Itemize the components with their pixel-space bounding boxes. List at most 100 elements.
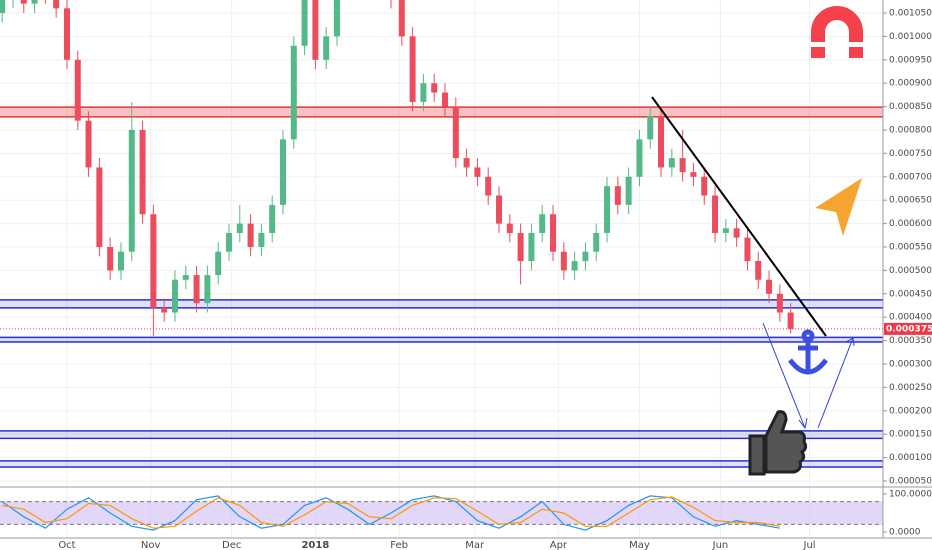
zones (0, 106, 883, 468)
candle-body (550, 214, 557, 252)
candle-body (571, 261, 578, 271)
candle-body (496, 195, 503, 224)
x-tick-label: Jul (803, 540, 816, 550)
y-tick-label: 0.00030000 (889, 359, 932, 369)
candle-body (107, 247, 114, 271)
candle-body (85, 120, 92, 168)
y-tick-label: 0.00040000 (889, 313, 932, 323)
last-price-label: 0.00037504 (886, 324, 932, 334)
candle-body (150, 214, 157, 308)
y-tick-label: 0.00025000 (889, 383, 932, 393)
candle-body (53, 0, 60, 9)
candle-body (117, 251, 124, 271)
candle-body (312, 0, 319, 60)
y-tick-label: 100.0000 (889, 490, 932, 500)
candle-body (236, 223, 243, 233)
candle-body (560, 251, 567, 271)
candle-body (766, 279, 773, 294)
candle-body (593, 232, 600, 252)
magnet-logo (810, 6, 864, 58)
y-tick-label: 0.00075000 (889, 149, 932, 159)
candle-body (733, 228, 740, 238)
candle-body (0, 0, 6, 14)
trend-line (651, 96, 827, 337)
candle-body (614, 186, 621, 205)
zone (0, 430, 883, 439)
x-tick-label: Oct (58, 540, 75, 550)
cursor-icon (815, 178, 862, 236)
thumbs-up-icon (748, 410, 808, 476)
candle-body (474, 167, 481, 177)
x-tick-label: 2018 (301, 540, 329, 550)
candle-body (701, 176, 708, 196)
axes: 0.00105000 0.00100000 0.00095000 0.00090000… (58, 9, 932, 550)
candle-body (301, 0, 308, 46)
y-tick-label: 0.00085000 (889, 102, 932, 112)
candle-body (452, 106, 459, 159)
y-tick-label: 0.00090000 (889, 79, 932, 89)
candle-body (539, 214, 546, 233)
x-tick-label: Feb (390, 540, 408, 550)
candle-body (247, 223, 254, 248)
zone (0, 337, 883, 343)
x-tick-label: May (629, 540, 650, 550)
y-tick-label: 0.00015000 (889, 430, 932, 440)
oscillator-band (0, 501, 883, 525)
y-tick-label: 0.00065000 (889, 196, 932, 206)
projection-arrows (762, 322, 855, 430)
candle-body (528, 232, 535, 262)
candle-body (31, 0, 38, 4)
candle-body (323, 36, 330, 60)
y-tick-label: 0.00005000 (889, 476, 932, 486)
candle-body (431, 83, 438, 93)
y-tick-label: 0.00095000 (889, 55, 932, 65)
candle-body (625, 176, 632, 205)
candle-body (290, 45, 297, 140)
candle-body (442, 92, 449, 107)
candle-body (485, 176, 492, 196)
x-tick-label: Mar (465, 540, 485, 550)
zone (0, 299, 883, 308)
candle-body (409, 36, 416, 102)
candle-body (269, 204, 276, 233)
candle-body (225, 232, 232, 252)
candle-body (463, 158, 470, 168)
candle-body (647, 115, 654, 140)
anchor-icon (788, 329, 828, 375)
candle-body (204, 275, 211, 304)
x-tick-label: Jun (712, 540, 729, 550)
y-tick-label: 0.00050000 (889, 266, 932, 276)
candle-body (744, 237, 751, 262)
candle-body (668, 158, 675, 168)
y-tick-label: 0.00070000 (889, 172, 932, 182)
y-tick-label: 0.00055000 (889, 243, 932, 253)
candle-body (658, 115, 665, 168)
candle-body (63, 8, 70, 60)
candle-body (128, 130, 135, 252)
candle-body (679, 158, 686, 173)
y-tick-label: 0.00020000 (889, 406, 932, 416)
candle-body (604, 186, 611, 233)
candle-body (74, 59, 81, 121)
candle-body (161, 307, 168, 313)
candle-body (139, 130, 146, 215)
candle-body (215, 251, 222, 276)
y-tick-label: 0.00100000 (889, 32, 932, 42)
x-tick-label: Apr (550, 540, 568, 550)
grid (0, 0, 883, 538)
candle-body (690, 172, 697, 177)
oscillator-line (2, 496, 780, 529)
y-tick-label: 0.00010000 (889, 453, 932, 463)
oscillator-line (1, 495, 780, 531)
candle-body (517, 232, 524, 262)
y-tick-label: 0.00045000 (889, 289, 932, 299)
x-tick-label: Dec (222, 540, 241, 550)
y-tick-label: 0.00035000 (889, 336, 932, 346)
zone (0, 460, 883, 467)
x-tick-label: Nov (141, 540, 161, 550)
oscillator (0, 495, 883, 531)
candle-body (420, 83, 427, 102)
candle-body (787, 312, 794, 329)
y-tick-label: 0.00080000 (889, 126, 932, 136)
